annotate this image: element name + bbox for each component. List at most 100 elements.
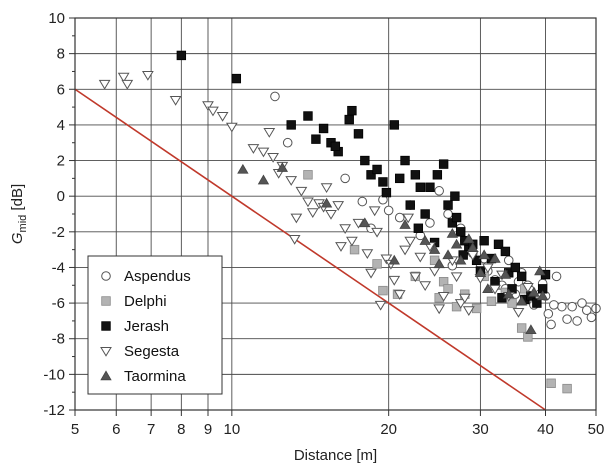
x-tick-label: 30 [472, 421, 489, 438]
segesta-point [352, 218, 365, 229]
aspendus-point [546, 319, 556, 330]
legend-marker-aspendus [101, 271, 111, 281]
segesta-point [458, 293, 471, 304]
delphi-point [562, 383, 572, 394]
segesta-point [419, 281, 432, 292]
aspendus-point [577, 298, 587, 308]
jerash-point [231, 73, 242, 84]
taormina-point [474, 267, 487, 278]
aspendus-point [394, 212, 405, 223]
y-axis-title-main: G [9, 232, 26, 244]
segesta-point [402, 213, 415, 224]
delphi-point [486, 296, 497, 307]
legend-label-aspendus: Aspendus [124, 268, 191, 285]
jerash-point [413, 223, 424, 233]
jerash-point [510, 262, 520, 273]
aspendus-point [425, 218, 435, 228]
aspendus-point [586, 312, 597, 323]
taormina-point [515, 295, 528, 306]
tick-labels: 5 6 7 8 9 10 20 30 40 50 -12 -10 -8 -6 -4 -2 0 2 4 6 8 10 [43, 10, 604, 438]
jerash-point [516, 271, 527, 282]
segesta-point [295, 186, 308, 197]
aspendus-point [340, 173, 350, 184]
legend-marker-segesta [100, 347, 112, 357]
segesta-point [414, 252, 427, 263]
taormina-point [478, 249, 490, 260]
jerash-point [450, 191, 460, 201]
jerash-point [456, 227, 466, 237]
aspendus-point [543, 308, 554, 319]
segesta-point [302, 197, 314, 208]
jerash-point [360, 155, 370, 166]
jerash-point [493, 239, 504, 249]
jerash-point [532, 298, 542, 308]
legend-marker-taormina [100, 370, 112, 381]
jerash-point [347, 105, 357, 116]
y-tick-label: 8 [57, 46, 65, 63]
segesta-point [521, 283, 534, 293]
x-tick-label: 10 [223, 421, 240, 438]
taormina-point [399, 219, 411, 229]
taormina-point [257, 174, 270, 185]
jerash-point [176, 50, 187, 61]
segesta-point [207, 106, 219, 117]
jerash-point [344, 114, 354, 125]
segesta-point [267, 152, 279, 163]
jerash-point [443, 200, 453, 210]
x-tick-label: 8 [177, 421, 185, 438]
delphi-point [443, 284, 453, 294]
taormina-point [320, 197, 333, 208]
taormina-point [450, 238, 463, 249]
segesta-point [428, 267, 441, 277]
taormina-point [388, 254, 400, 265]
segesta-point [117, 72, 130, 83]
x-tick-label: 40 [537, 421, 554, 438]
segesta-point [346, 236, 358, 247]
delphi-point [303, 170, 313, 180]
jerash-point [378, 177, 388, 187]
segesta-point [361, 249, 374, 259]
segesta-point [433, 304, 446, 315]
delphi-point [507, 298, 517, 308]
segesta-point [409, 272, 422, 283]
aspendus-point [567, 301, 577, 312]
jerash-point [389, 120, 399, 130]
jerash-point [318, 123, 329, 134]
legend-marker-delphi [101, 296, 111, 306]
jerash-point [381, 187, 392, 198]
aspendus-point [383, 205, 394, 216]
y-tick-label: -8 [52, 331, 65, 348]
jerash-point [410, 170, 421, 180]
jerash-point [479, 236, 489, 246]
segesta-point [98, 79, 111, 90]
jerash-point [490, 277, 500, 287]
delphi-point [349, 244, 360, 255]
segesta-point [216, 112, 229, 122]
taormina-point [463, 233, 475, 244]
taormina-point [489, 252, 501, 263]
y-axis-title: Gmid [dB] [9, 184, 29, 244]
y-axis-title-unit: [dB] [9, 184, 26, 215]
segesta-point [481, 263, 494, 274]
aspendus-point [270, 91, 280, 102]
segesta-point [202, 101, 214, 112]
segesta-point [489, 284, 501, 295]
segesta-point [121, 79, 134, 90]
jerash-point [405, 200, 415, 210]
legend-label-delphi: Delphi [124, 293, 167, 310]
delphi-point [546, 378, 556, 388]
jerash-point [400, 155, 410, 166]
jerash-point [311, 134, 321, 144]
segesta-point [332, 201, 345, 211]
segesta-point [257, 147, 270, 158]
segesta-point [306, 208, 319, 218]
segesta-point [247, 144, 260, 154]
segesta-point [169, 95, 182, 106]
legend-label-segesta: Segesta [124, 343, 180, 360]
segesta-point [368, 206, 381, 217]
segesta-point [263, 128, 276, 138]
aspendus-point [549, 300, 559, 310]
jerash-point [303, 111, 313, 121]
taormina-point [499, 268, 512, 279]
delphi-point [372, 259, 382, 269]
